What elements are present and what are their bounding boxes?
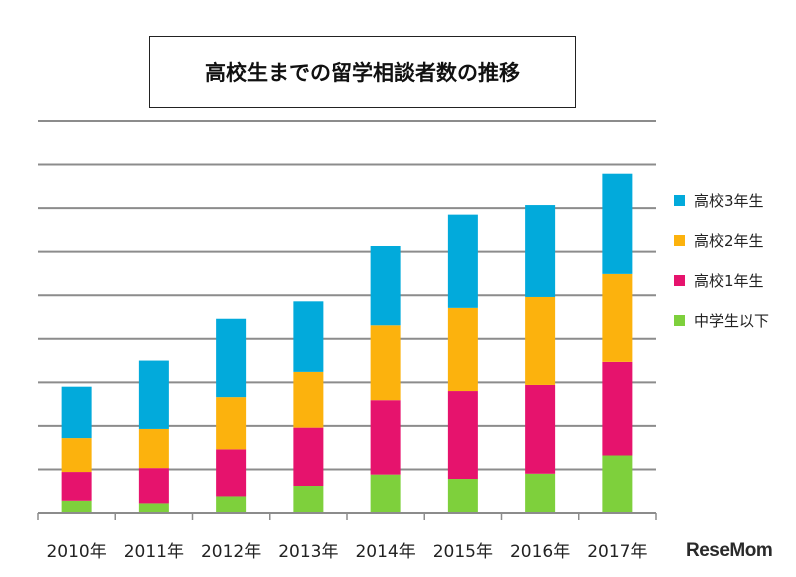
bar-segment [138,360,169,429]
bar-segment [61,386,92,439]
bar-segment [447,479,478,513]
legend-label: 高校3年生 [694,192,764,210]
resemom-watermark-logo: ReseMom [686,540,773,561]
chart-title: 高校生までの留学相談者数の推移 [205,61,520,85]
bar-segment [293,427,324,486]
legend-label: 高校2年生 [694,232,764,250]
legend-label: 高校1年生 [694,272,764,290]
bar-segment [602,173,633,274]
bar-segment [61,472,92,501]
bar-segment [447,391,478,480]
bar-segment [61,500,92,513]
x-tick-label: 2011年 [124,542,184,562]
bar-segment [370,246,401,326]
bar-segment [525,473,556,513]
bar-stacks [61,173,633,513]
legend-swatch [674,195,685,206]
x-axis [37,512,657,520]
x-tick-label: 2014年 [355,542,415,562]
bar-segment [138,503,169,513]
bar-segment [370,400,401,475]
x-tick-label: 2017年 [587,542,647,562]
bar-segment [216,449,247,497]
bar-segment [138,468,169,504]
bar-segment [293,485,324,513]
legend-swatch [674,275,685,286]
x-tick-label: 2016年 [510,542,570,562]
bar-segment [525,384,556,474]
bar-segment [216,397,247,450]
bar-segment [525,296,556,385]
legend-label: 中学生以下 [694,312,769,330]
bar-segment [293,301,324,372]
bar-segment [61,438,92,473]
bar-segment [602,455,633,513]
bar-segment [216,318,247,398]
bar-segment [602,361,633,456]
x-tick-label: 2015年 [433,542,493,562]
bar-segment [216,496,247,513]
bar-segment [447,307,478,392]
legend-swatch [674,235,685,246]
bar-segment [370,325,401,401]
x-tick-label: 2013年 [278,542,338,562]
bar-segment [602,273,633,362]
bar-segment [370,474,401,513]
bar-segment [447,214,478,308]
gridlines [38,120,656,471]
bar-segment [138,428,169,469]
x-tick-labels: 2010年 2011年 2012年 2013年 2014年 2015年 2016年 2017年 [46,542,647,562]
bar-segment [525,205,556,297]
x-tick-label: 2010年 [46,542,106,562]
legend-swatch [674,315,685,326]
bar-segment [293,371,324,428]
x-tick-label: 2012年 [201,542,261,562]
chart-title-box: 高校生までの留学相談者数の推移 [149,36,576,108]
